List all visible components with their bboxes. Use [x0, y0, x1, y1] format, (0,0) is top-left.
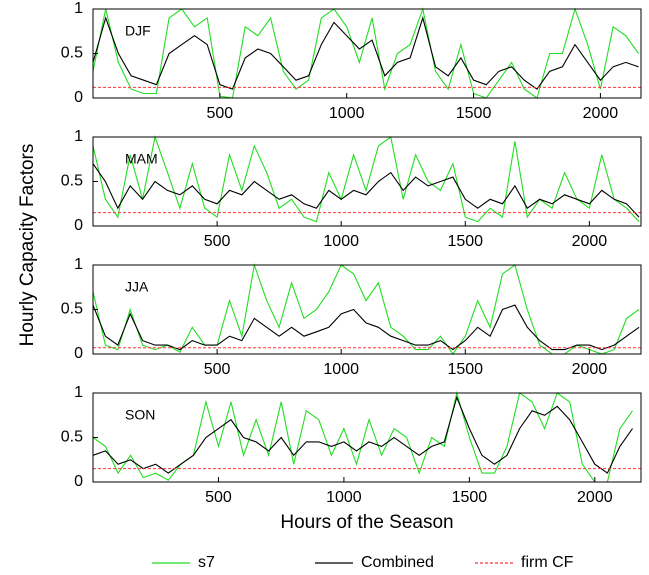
y-tick-label: 0.5: [61, 301, 83, 318]
x-tick-label: 1500: [447, 233, 483, 250]
panel-label: SON: [125, 407, 155, 423]
legend-label: s7: [198, 554, 215, 571]
x-tick-label: 500: [204, 361, 231, 378]
series-line: [92, 163, 640, 218]
x-tick-label: 500: [205, 489, 232, 506]
x-tick-label: 500: [204, 233, 231, 250]
legend-label: firm CF: [521, 554, 574, 571]
y-tick-label: 0.5: [61, 429, 83, 446]
x-tick-label: 2000: [572, 233, 608, 250]
legend-label: Combined: [361, 554, 434, 571]
x-tick-label: 1000: [323, 361, 359, 378]
y-tick-label: 0: [74, 345, 83, 362]
plot-frame: [92, 264, 642, 355]
x-tick-label: 1000: [323, 233, 359, 250]
x-tick-label: 500: [207, 105, 234, 122]
x-tick-label: 2000: [577, 489, 613, 506]
y-tick-label: 0: [74, 473, 83, 490]
x-tick-label: 1500: [456, 105, 492, 122]
y-tick-label: 0: [74, 89, 83, 106]
series-line: [92, 262, 640, 355]
series-line: [92, 304, 640, 351]
x-tick-label: 1500: [452, 489, 488, 506]
panel-label: JJA: [125, 279, 149, 295]
x-tick-label: 1000: [326, 489, 362, 506]
y-tick-label: 0: [74, 217, 83, 234]
y-tick-label: 1: [74, 256, 83, 273]
panel-label: MAM: [125, 151, 158, 167]
x-tick-label: 2000: [572, 361, 608, 378]
series-line: [92, 395, 633, 474]
series-line: [92, 15, 639, 90]
x-axis-label: Hours of the Season: [280, 512, 453, 533]
y-tick-label: 0.5: [61, 45, 83, 62]
x-tick-label: 1500: [447, 361, 483, 378]
y-tick-label: 1: [74, 384, 83, 401]
x-tick-label: 1000: [329, 105, 365, 122]
y-tick-label: 1: [74, 0, 83, 17]
series-line: [92, 6, 639, 99]
x-tick-label: 2000: [583, 105, 619, 122]
y-tick-label: 0.5: [61, 173, 83, 190]
series-line: [92, 134, 640, 223]
y-axis-label: Hourly Capacity Factors: [17, 144, 38, 347]
y-tick-label: 1: [74, 128, 83, 145]
panel-label: DJF: [125, 23, 151, 39]
